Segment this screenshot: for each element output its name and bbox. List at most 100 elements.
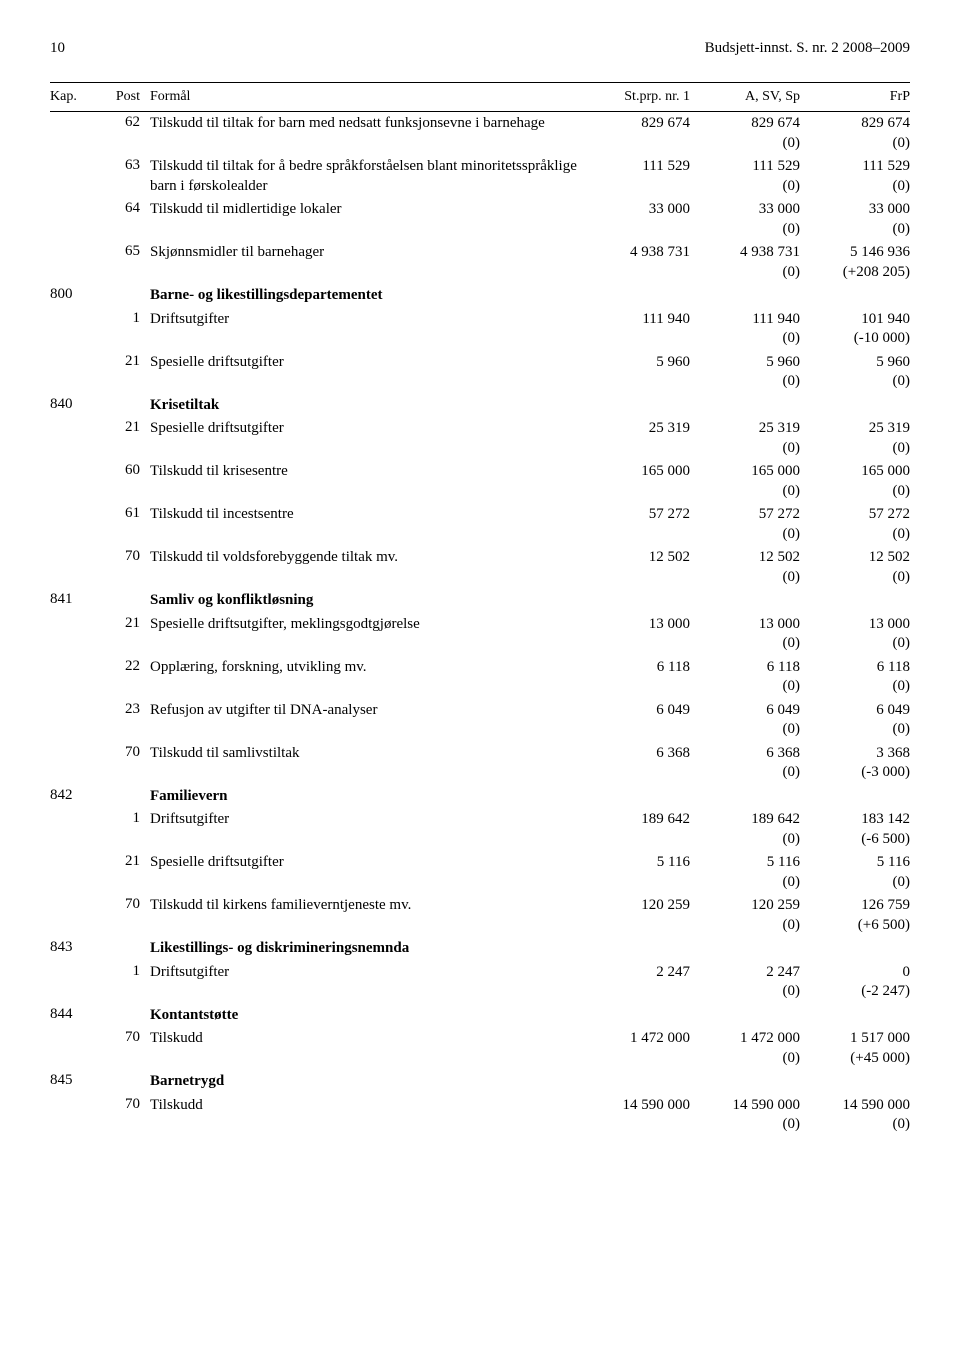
cell-c2-sub: (0)	[690, 439, 800, 459]
cell-c2-sub: (0)	[690, 525, 800, 545]
cell-c2-value: 33 000	[690, 200, 800, 220]
cell-c3-sub: (0)	[800, 525, 910, 545]
table-row: 844Kontantstøtte	[50, 1004, 910, 1028]
cell-post: 64	[100, 200, 150, 217]
cell-c3-sub: (0)	[800, 177, 910, 197]
cell-c3-sub: (0)	[800, 220, 910, 240]
cell-c3: 12 502(0)	[800, 548, 910, 587]
cell-c1: 13 000	[580, 615, 690, 635]
table-row: 70Tilskudd1 472 0001 472 000(0)1 517 000…	[50, 1027, 910, 1070]
cell-c2: 14 590 000(0)	[690, 1096, 800, 1135]
cell-post: 70	[100, 744, 150, 761]
col-header-formaal: Formål	[150, 89, 580, 105]
cell-c1-value: 5 960	[580, 353, 690, 373]
cell-c2-sub: (0)	[690, 372, 800, 392]
cell-c2-value: 5 960	[690, 353, 800, 373]
cell-c2-sub: (0)	[690, 720, 800, 740]
cell-c3: 5 960(0)	[800, 353, 910, 392]
cell-c3-value: 57 272	[800, 505, 910, 525]
cell-c3-sub: (+208 205)	[800, 263, 910, 283]
cell-c3: 3 368(-3 000)	[800, 744, 910, 783]
cell-c3-value: 829 674	[800, 114, 910, 134]
cell-c2-value: 57 272	[690, 505, 800, 525]
cell-c2-value: 1 472 000	[690, 1029, 800, 1049]
cell-c3-sub: (0)	[800, 677, 910, 697]
cell-c1-value: 829 674	[580, 114, 690, 134]
cell-c1-value: 12 502	[580, 548, 690, 568]
cell-c3-value: 165 000	[800, 462, 910, 482]
cell-c3: 1 517 000(+45 000)	[800, 1029, 910, 1068]
cell-post: 23	[100, 701, 150, 718]
cell-c2-value: 165 000	[690, 462, 800, 482]
table-row: 61Tilskudd til incestsentre57 27257 272(…	[50, 503, 910, 546]
cell-c1: 6 118	[580, 658, 690, 678]
page-number: 10	[50, 40, 65, 57]
cell-c2-sub: (0)	[690, 830, 800, 850]
cell-c2: 1 472 000(0)	[690, 1029, 800, 1068]
cell-c2-value: 4 938 731	[690, 243, 800, 263]
cell-c1-value: 5 116	[580, 853, 690, 873]
cell-c3-value: 13 000	[800, 615, 910, 635]
cell-c1: 5 116	[580, 853, 690, 873]
cell-c2-sub: (0)	[690, 177, 800, 197]
cell-c1-value: 2 247	[580, 963, 690, 983]
cell-c3: 57 272(0)	[800, 505, 910, 544]
cell-c2-value: 14 590 000	[690, 1096, 800, 1116]
cell-formaal: Spesielle driftsutgifter	[150, 853, 580, 873]
cell-kap: 841	[50, 591, 100, 608]
cell-formaal: Tilskudd	[150, 1096, 580, 1116]
cell-c3: 165 000(0)	[800, 462, 910, 501]
table-row: 70Tilskudd14 590 00014 590 000(0)14 590 …	[50, 1094, 910, 1137]
cell-c2: 13 000(0)	[690, 615, 800, 654]
cell-post: 62	[100, 114, 150, 131]
cell-post: 70	[100, 1096, 150, 1113]
cell-c2: 5 960(0)	[690, 353, 800, 392]
cell-formaal: Tilskudd til tiltak for barn med nedsatt…	[150, 114, 580, 134]
cell-c2-value: 2 247	[690, 963, 800, 983]
cell-c1: 12 502	[580, 548, 690, 568]
cell-c1: 120 259	[580, 896, 690, 916]
cell-c2-sub: (0)	[690, 634, 800, 654]
cell-c3: 126 759(+6 500)	[800, 896, 910, 935]
cell-c2-sub: (0)	[690, 916, 800, 936]
cell-c1-value: 14 590 000	[580, 1096, 690, 1116]
cell-c3-value: 6 049	[800, 701, 910, 721]
cell-c3-sub: (-2 247)	[800, 982, 910, 1002]
table-row: 70Tilskudd til samlivstiltak6 3686 368(0…	[50, 742, 910, 785]
cell-post: 1	[100, 810, 150, 827]
cell-post: 60	[100, 462, 150, 479]
table-row: 65Skjønnsmidler til barnehager4 938 7314…	[50, 241, 910, 284]
cell-c1-value: 6 118	[580, 658, 690, 678]
cell-c2-value: 13 000	[690, 615, 800, 635]
cell-c1-value: 33 000	[580, 200, 690, 220]
cell-c3-value: 25 319	[800, 419, 910, 439]
cell-c2-value: 6 118	[690, 658, 800, 678]
section-title: Kontantstøtte	[150, 1006, 580, 1026]
cell-c3-value: 126 759	[800, 896, 910, 916]
table-row: 1Driftsutgifter189 642189 642(0)183 142(…	[50, 808, 910, 851]
cell-c2: 829 674(0)	[690, 114, 800, 153]
cell-post: 21	[100, 419, 150, 436]
cell-c1-value: 13 000	[580, 615, 690, 635]
cell-formaal: Tilskudd til kirkens familieverntjeneste…	[150, 896, 580, 916]
cell-kap: 842	[50, 787, 100, 804]
cell-c2: 111 940(0)	[690, 310, 800, 349]
cell-c2: 33 000(0)	[690, 200, 800, 239]
cell-c2-sub: (0)	[690, 677, 800, 697]
cell-c2-sub: (0)	[690, 873, 800, 893]
cell-c2: 4 938 731(0)	[690, 243, 800, 282]
cell-c3-value: 6 118	[800, 658, 910, 678]
cell-c2: 189 642(0)	[690, 810, 800, 849]
cell-c3-sub: (0)	[800, 372, 910, 392]
table-row: 70Tilskudd til voldsforebyggende tiltak …	[50, 546, 910, 589]
cell-c1: 6 049	[580, 701, 690, 721]
cell-post: 1	[100, 963, 150, 980]
cell-c1: 165 000	[580, 462, 690, 482]
cell-c2: 57 272(0)	[690, 505, 800, 544]
table-row: 21Spesielle driftsutgifter5 1165 116(0)5…	[50, 851, 910, 894]
cell-c1: 111 940	[580, 310, 690, 330]
table-row: 21Spesielle driftsutgifter5 9605 960(0)5…	[50, 351, 910, 394]
table-row: 64Tilskudd til midlertidige lokaler33 00…	[50, 198, 910, 241]
cell-c3-sub: (0)	[800, 134, 910, 154]
cell-c2-sub: (0)	[690, 982, 800, 1002]
